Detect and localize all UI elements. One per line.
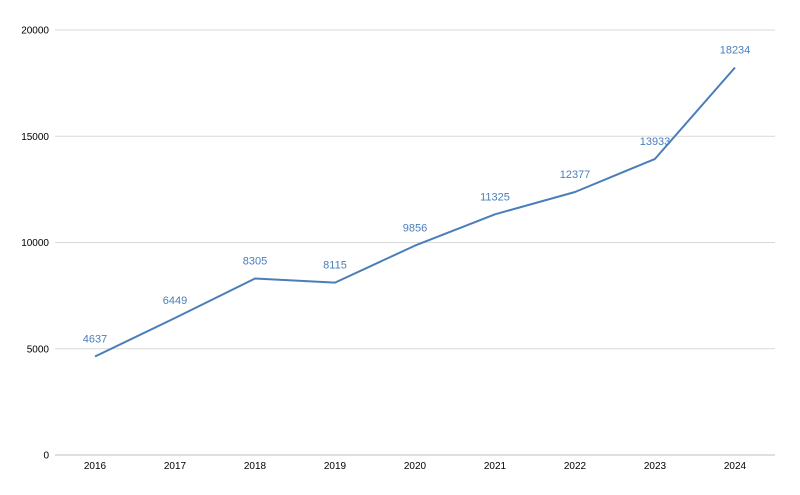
- data-label: 9856: [403, 223, 427, 235]
- data-label: 6449: [163, 295, 187, 307]
- y-axis-ticks: 0 5000 10000 15000 20000: [21, 26, 49, 462]
- data-label: 8305: [243, 256, 267, 268]
- x-tick-label: 2021: [484, 461, 507, 472]
- data-label: 8115: [323, 260, 347, 272]
- x-axis-ticks: 2016 2017 2018 2019 2020 2021 2022 2023 2024: [84, 461, 747, 472]
- data-labels: 4637 6449 8305 8115 9856 11325 12377 13933 18234: [83, 45, 751, 346]
- x-tick-label: 2022: [564, 461, 587, 472]
- data-label: 4637: [83, 333, 107, 345]
- x-tick-label: 2023: [644, 461, 667, 472]
- gridlines: [55, 29, 775, 456]
- data-label: 12377: [560, 169, 591, 181]
- x-tick-label: 2019: [324, 461, 347, 472]
- series-line: [94, 66, 736, 358]
- x-tick-label: 2018: [244, 461, 267, 472]
- y-tick-label: 0: [43, 451, 49, 462]
- x-tick-label: 2024: [724, 461, 747, 472]
- data-label: 13933: [640, 136, 671, 148]
- y-tick-label: 5000: [27, 344, 50, 355]
- x-tick-label: 2020: [404, 461, 427, 472]
- y-tick-label: 20000: [21, 26, 49, 37]
- x-tick-label: 2016: [84, 461, 107, 472]
- data-label: 18234: [720, 45, 751, 57]
- y-tick-label: 10000: [21, 238, 49, 249]
- x-tick-label: 2017: [164, 461, 187, 472]
- data-label: 11325: [480, 191, 510, 203]
- y-tick-label: 15000: [21, 132, 49, 143]
